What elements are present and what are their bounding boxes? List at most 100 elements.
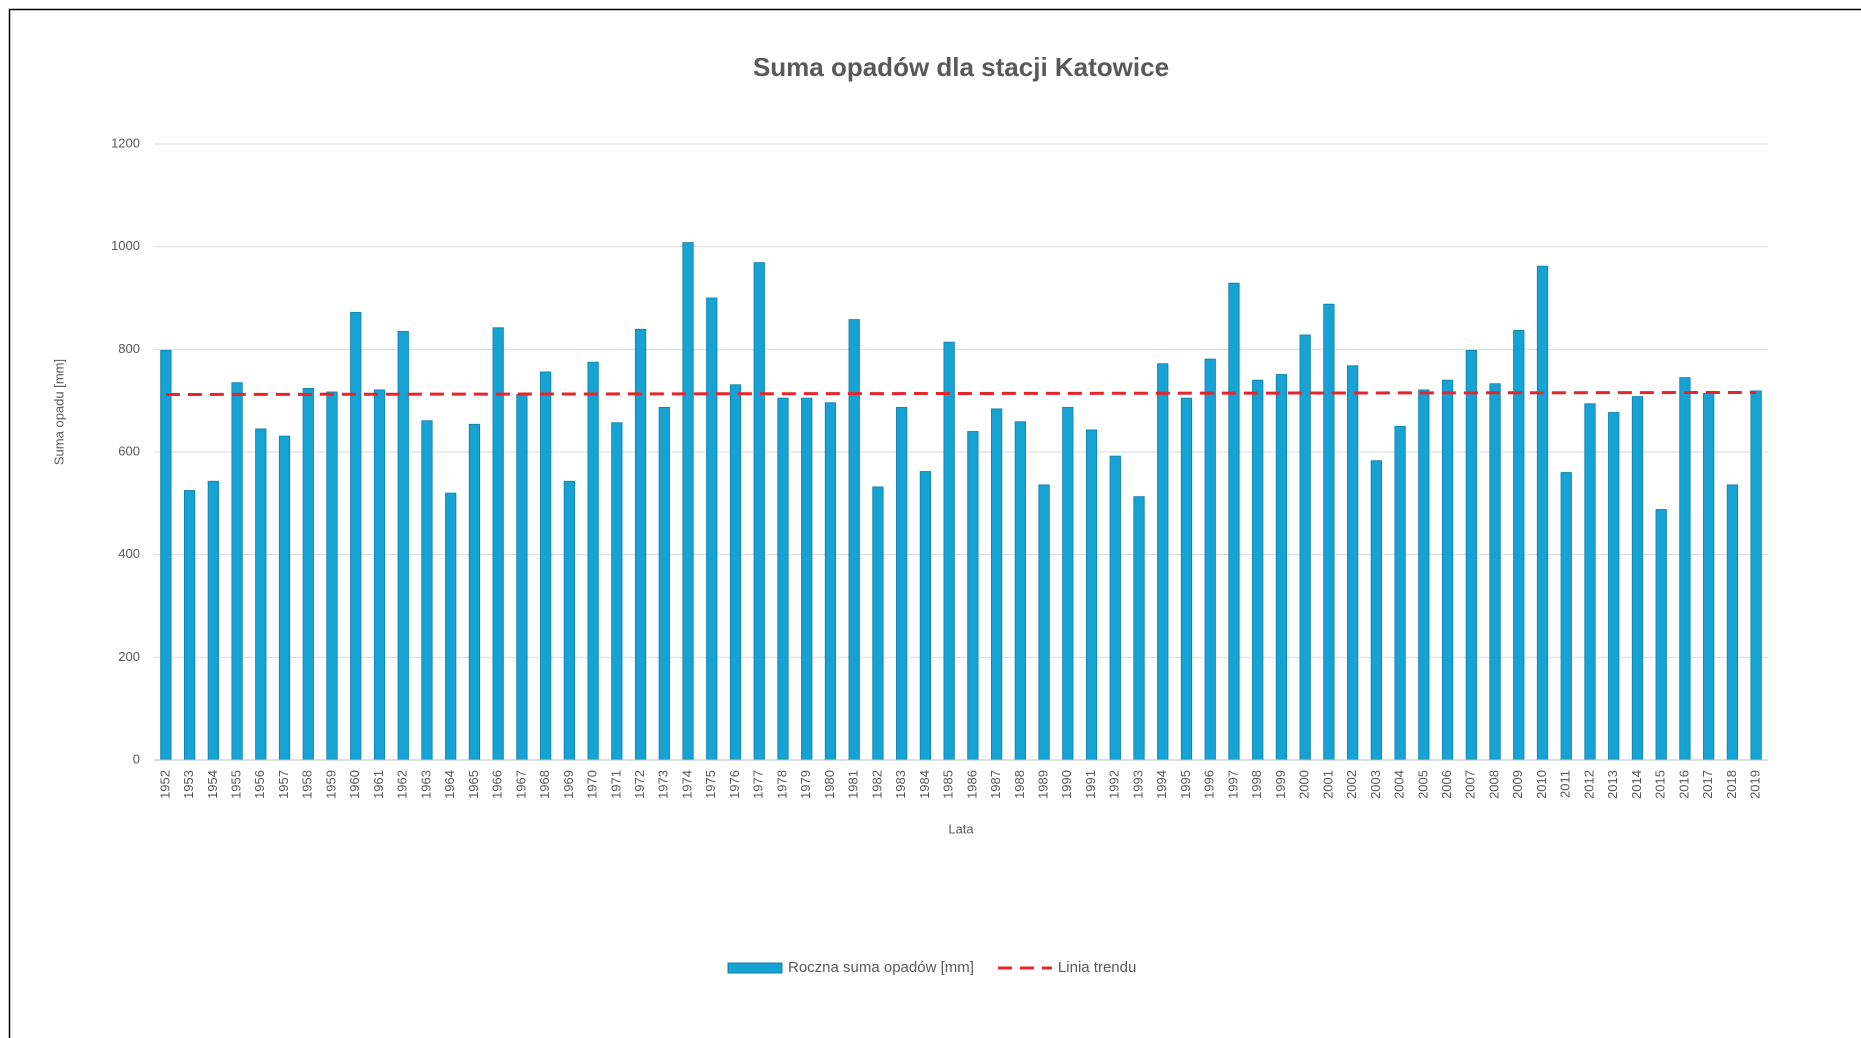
x-tick-label: 1999 — [1273, 770, 1288, 799]
x-tick-label: 1989 — [1036, 770, 1051, 799]
bar — [943, 341, 955, 761]
x-tick-label: 1971 — [608, 770, 623, 799]
bar — [1441, 379, 1454, 761]
x-tick-label: 1978 — [774, 770, 789, 799]
x-tick-label: 1991 — [1083, 770, 1098, 799]
x-tick-label: 1986 — [964, 770, 979, 799]
x-tick-label: 1952 — [157, 770, 172, 799]
x-tick-label: 1967 — [513, 770, 528, 799]
x-tick-label: 1968 — [537, 770, 552, 799]
bar — [1750, 390, 1762, 761]
x-tick-label: 1983 — [893, 770, 908, 799]
bar — [563, 480, 575, 761]
x-tick-label: 1998 — [1249, 770, 1264, 799]
bar — [1252, 379, 1264, 761]
x-tick-label: 1987 — [988, 770, 1003, 799]
x-tick-label: 1966 — [490, 770, 505, 799]
x-tick-label: 2011 — [1558, 770, 1573, 798]
bar — [278, 435, 291, 761]
bar — [682, 242, 694, 761]
x-tick-label: 1956 — [252, 770, 267, 799]
x-tick-label: 2002 — [1344, 770, 1359, 799]
x-tick-label: 1964 — [442, 770, 457, 799]
legend-swatch — [727, 962, 783, 974]
x-tick-label: 2016 — [1676, 770, 1691, 799]
x-tick-label: 1962 — [395, 770, 410, 799]
bar — [753, 262, 765, 761]
x-tick-label: 1982 — [869, 770, 884, 799]
x-tick-label: 1992 — [1107, 770, 1122, 799]
bar — [1418, 389, 1430, 761]
x-tick-label: 1970 — [585, 770, 600, 799]
legend-label: Linia trendu — [1058, 959, 1136, 976]
bar — [729, 384, 742, 761]
x-tick-label: 1975 — [703, 770, 718, 799]
bar — [1038, 484, 1050, 761]
chart-frame — [8, 8, 1861, 1038]
y-tick-label: 800 — [118, 341, 140, 356]
x-tick-label: 1965 — [466, 770, 481, 799]
bar — [1180, 397, 1193, 761]
y-tick-label: 600 — [118, 443, 140, 458]
x-tick-label: 2012 — [1581, 770, 1596, 799]
x-tick-label: 2014 — [1629, 770, 1644, 799]
bar — [160, 349, 172, 761]
bar — [421, 420, 433, 761]
x-tick-label: 1959 — [323, 770, 338, 799]
x-tick-label: 1979 — [798, 770, 813, 799]
bar — [516, 394, 528, 761]
x-tick-label: 2004 — [1392, 770, 1407, 799]
bar — [1275, 374, 1288, 761]
x-tick-label: 1953 — [181, 770, 196, 799]
y-tick-label: 1200 — [111, 135, 140, 150]
bar — [706, 297, 718, 761]
bar — [990, 408, 1003, 761]
bar — [801, 397, 813, 761]
x-tick-label: 1976 — [727, 770, 742, 799]
x-tick-label: 1988 — [1012, 770, 1027, 799]
bar — [1560, 472, 1572, 761]
bar — [1679, 377, 1691, 761]
bar — [302, 387, 314, 761]
x-tick-label: 2018 — [1724, 770, 1739, 799]
x-tick-label: 1977 — [751, 770, 766, 799]
bar — [967, 431, 979, 761]
bar — [183, 490, 196, 761]
x-axis-label: Lata — [948, 821, 974, 836]
bar — [1394, 425, 1406, 761]
bar — [919, 471, 932, 761]
bar — [1655, 509, 1667, 761]
bar — [1726, 484, 1739, 761]
bar — [1536, 265, 1549, 761]
trend-line — [165, 390, 1757, 397]
x-tick-label: 1994 — [1154, 770, 1169, 799]
x-tick-label: 2001 — [1320, 770, 1335, 799]
x-tick-label: 2006 — [1439, 770, 1454, 799]
bar — [468, 423, 481, 761]
x-tick-label: 1955 — [229, 770, 244, 799]
x-tick-label: 1974 — [679, 770, 694, 799]
x-tick-label: 2008 — [1486, 770, 1501, 799]
x-tick-label: 1993 — [1130, 770, 1145, 799]
x-tick-label: 1960 — [347, 770, 362, 799]
bar — [1062, 406, 1074, 761]
bar — [255, 428, 267, 761]
x-tick-label: 2007 — [1463, 770, 1478, 799]
bar — [231, 382, 243, 761]
x-tick-label: 1972 — [632, 770, 647, 799]
bar — [1347, 365, 1359, 761]
bar — [587, 361, 599, 761]
x-tick-label: 2000 — [1297, 770, 1312, 799]
bar — [658, 406, 670, 761]
bar — [872, 486, 884, 761]
x-tick-label: 1985 — [941, 770, 956, 799]
x-tick-label: 1996 — [1202, 770, 1217, 799]
x-tick-label: 1984 — [917, 770, 932, 799]
bar — [1014, 421, 1026, 761]
bar — [824, 402, 837, 761]
bar — [1204, 358, 1216, 761]
bar — [1323, 303, 1335, 761]
bar — [1584, 403, 1596, 761]
y-axis-label: Suma opadu [mm] — [51, 359, 66, 465]
x-tick-label: 2010 — [1534, 770, 1549, 799]
